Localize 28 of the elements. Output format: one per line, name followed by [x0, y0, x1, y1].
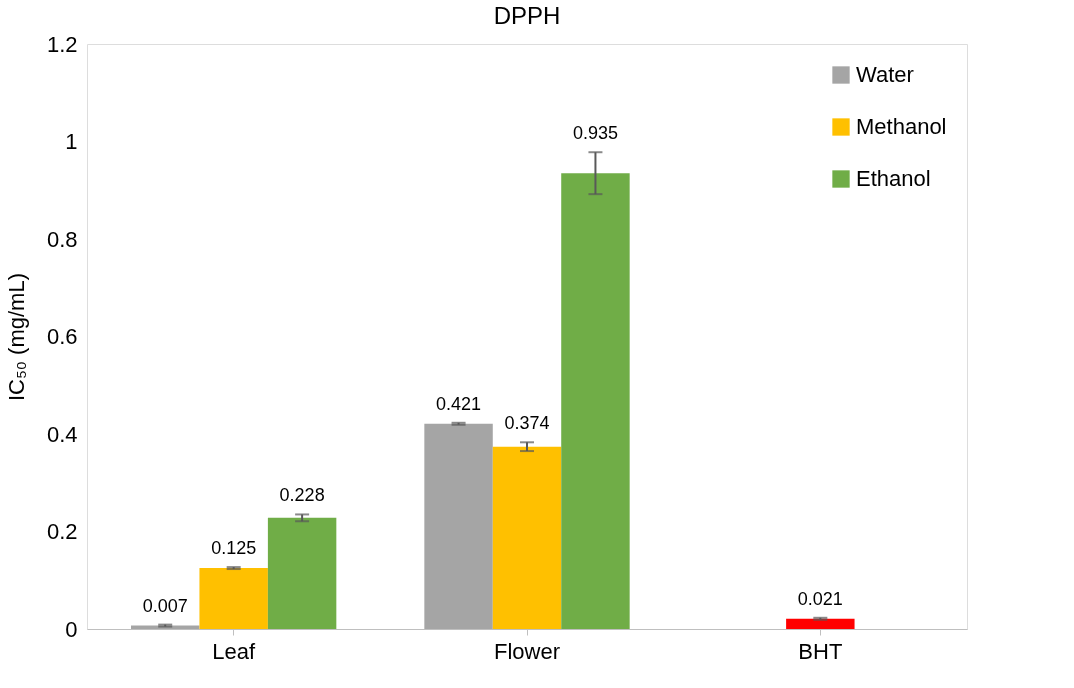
- data-label: 0.007: [142, 595, 188, 616]
- bar: [424, 423, 493, 629]
- y-axis-title: IC₅₀ (mg/mL): [3, 273, 29, 401]
- y-tick-label: 1.2: [46, 31, 78, 57]
- data-label: 0.935: [572, 123, 618, 144]
- bar: [199, 568, 268, 629]
- y-tick-label: 1: [65, 129, 78, 154]
- y-tick-label: 0: [65, 616, 78, 642]
- y-tick-label: 0.6: [46, 324, 78, 349]
- legend-label: Water: [856, 62, 914, 87]
- y-tick-label: 0.4: [46, 421, 78, 447]
- data-label: 0.021: [797, 588, 843, 609]
- data-label: 0.374: [504, 413, 550, 434]
- x-tick-label: Leaf: [212, 638, 256, 664]
- x-tick-label: Flower: [493, 638, 561, 664]
- bar: [561, 173, 630, 629]
- bar: [267, 517, 337, 629]
- data-label: 0.125: [211, 538, 257, 559]
- legend-label: Methanol: [856, 114, 947, 139]
- bar: [492, 446, 562, 629]
- y-tick-label: 0.2: [46, 519, 78, 544]
- bar: [786, 618, 855, 629]
- chart-title: DPPH: [493, 2, 561, 29]
- data-label: 0.228: [279, 485, 325, 506]
- data-label: 0.421: [436, 393, 482, 414]
- y-tick-label: 0.8: [46, 226, 78, 252]
- x-tick-label: BHT: [798, 638, 843, 664]
- legend-label: Ethanol: [856, 166, 931, 191]
